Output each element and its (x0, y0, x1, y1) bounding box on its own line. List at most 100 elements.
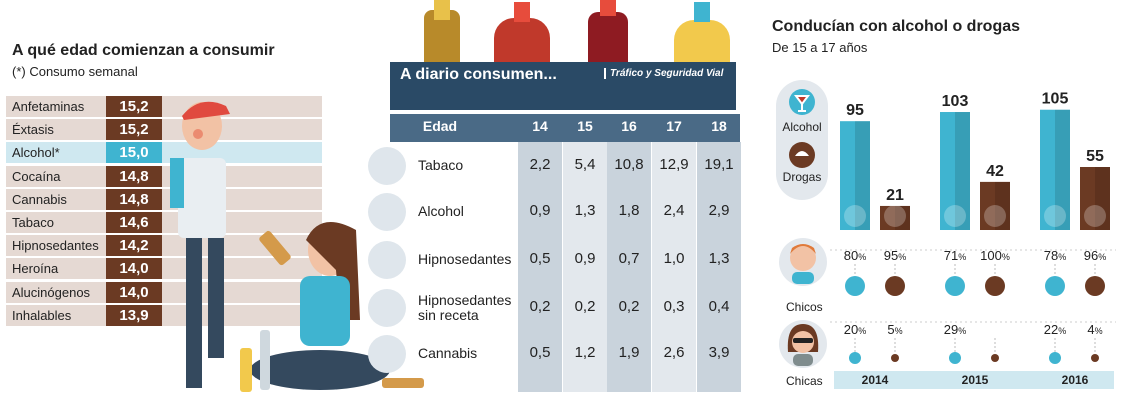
age-row-background (6, 212, 322, 233)
bar-shade (895, 205, 910, 230)
drugs-bar (980, 181, 1010, 230)
age-value: 13,9 (106, 304, 162, 326)
age-row-background (6, 165, 322, 187)
girl-avatar (779, 320, 827, 368)
age-value: 14,8 (106, 165, 162, 187)
chicas-alcohol-pct: 22% (1044, 322, 1066, 337)
age-row-background (6, 96, 322, 117)
table-column-background (697, 142, 741, 392)
row-label: sin receta (418, 307, 479, 323)
table-cell: 0,2 (529, 298, 551, 315)
table-cell: 0,5 (529, 250, 551, 267)
age-value: 14,8 (106, 188, 162, 210)
chicos-drogas-dot (885, 276, 905, 296)
age-value: 15,2 (106, 96, 162, 117)
boy-avatar (779, 238, 827, 286)
table-row: Hipnosedantes 0,5 0,9 0,7 1,0 1,3 (366, 238, 750, 282)
table-header-age: 15 (577, 118, 593, 134)
age-row: Alcohol* 15,0 (6, 142, 322, 164)
age-row: Anfetaminas 15,2 (6, 96, 322, 117)
age-row: Cannabis 14,8 (6, 188, 322, 210)
pill-blister-icon (368, 289, 406, 327)
legend (776, 80, 828, 200)
table-header-age: 18 (711, 118, 727, 134)
table-column-background (652, 142, 696, 392)
cocktail-glass-icon (844, 205, 866, 227)
cocktail-glass-icon (794, 95, 810, 112)
year-label: 2016 (1062, 373, 1089, 387)
row-label: Cannabis (418, 345, 478, 361)
age-row-background (6, 188, 322, 210)
table-row: Cannabis 0,5 1,2 1,9 2,6 3,9 (366, 332, 750, 376)
table-cell: 0,2 (574, 298, 596, 315)
table-header-banner (390, 62, 736, 110)
chicas-drogas-dot (1091, 354, 1099, 362)
bar-value-label: 105 (1042, 91, 1069, 108)
chicos-drogas-dot (985, 276, 1005, 296)
age-value: 14,0 (106, 281, 162, 303)
chicos-alcohol-dot (945, 276, 965, 296)
boys-label: Chicos (786, 300, 823, 314)
year-label: 2015 (962, 373, 989, 387)
age-row: Alucinógenos 14,0 (6, 281, 322, 303)
pill-icon (795, 151, 809, 156)
table-column-background (518, 142, 562, 392)
age-row-background (6, 281, 322, 303)
table-cell: 1,9 (618, 344, 640, 361)
table-row: Alcohol 0,9 1,3 1,8 2,4 2,9 (366, 190, 750, 234)
bar-value-label: 55 (1086, 148, 1104, 165)
table-cell: 0,9 (574, 250, 596, 267)
substance-label: Éxtasis (12, 122, 54, 138)
substance-label: Cocaína (12, 168, 61, 184)
table-cell: 0,7 (618, 250, 640, 267)
cannabis-leaf-icon (368, 335, 406, 373)
chicas-drogas-pct: 5% (887, 322, 902, 337)
table-cell: 1,8 (618, 202, 640, 219)
age-row-background (6, 142, 322, 164)
chicos-drogas-pct: 100% (980, 248, 1010, 263)
table-cell: 0,2 (618, 298, 640, 315)
table-cell: 2,4 (663, 202, 685, 219)
cocktail-glass-icon (368, 193, 406, 231)
table-row: Tabaco 2,2 5,4 10,8 12,9 19,1 (366, 144, 750, 188)
table-column-background (607, 142, 651, 392)
table-cell: 0,4 (708, 298, 730, 315)
chicos-alcohol-dot (845, 276, 865, 296)
table-header-age: 16 (621, 118, 637, 134)
table-source: Tráfico y Seguridad Vial (604, 68, 723, 79)
chicas-alcohol-dot (1049, 352, 1061, 364)
age-value: 14,2 (106, 235, 162, 257)
alcohol-bar (840, 121, 870, 230)
substance-label: Anfetaminas (12, 99, 85, 114)
pill-icon (884, 205, 906, 227)
teenagers-illustration (170, 101, 424, 392)
chicos-alcohol-pct: 80% (844, 248, 866, 263)
substance-label: Alucinógenos (12, 284, 91, 300)
chicas-alcohol-pct: 20% (844, 322, 866, 337)
table-cell: 2,9 (708, 202, 730, 219)
substance-label: Alcohol* (12, 145, 60, 161)
table-header-age: 14 (532, 118, 548, 134)
age-row: Hipnosedantes 14,2 (6, 235, 322, 257)
chicas-drogas-dot (891, 354, 899, 362)
substance-label: Hipnosedantes (12, 238, 99, 254)
age-row-background (6, 235, 322, 257)
drugs-bar (880, 205, 910, 230)
bar-shade (855, 121, 870, 230)
bar-value-label: 103 (942, 93, 969, 110)
substance-label: Tabaco (12, 215, 54, 230)
table-cell: 0,9 (529, 202, 551, 219)
age-row: Éxtasis 15,2 (6, 119, 322, 141)
age-row: Heroína 14,0 (6, 258, 322, 280)
legend-drogas-label: Drogas (782, 170, 822, 184)
table-cell: 3,9 (708, 344, 730, 361)
table-header-edad: Edad (422, 118, 458, 134)
table-cell: 0,5 (529, 344, 551, 361)
table-cell: 2,2 (529, 156, 551, 173)
age-value: 15,0 (106, 142, 162, 164)
table-cell: 1,3 (574, 202, 596, 219)
bar-value-label: 95 (846, 102, 864, 119)
chicos-drogas-dot (1085, 276, 1105, 296)
table-cell: 0,3 (663, 298, 685, 315)
table-cell: 10,8 (614, 156, 644, 173)
